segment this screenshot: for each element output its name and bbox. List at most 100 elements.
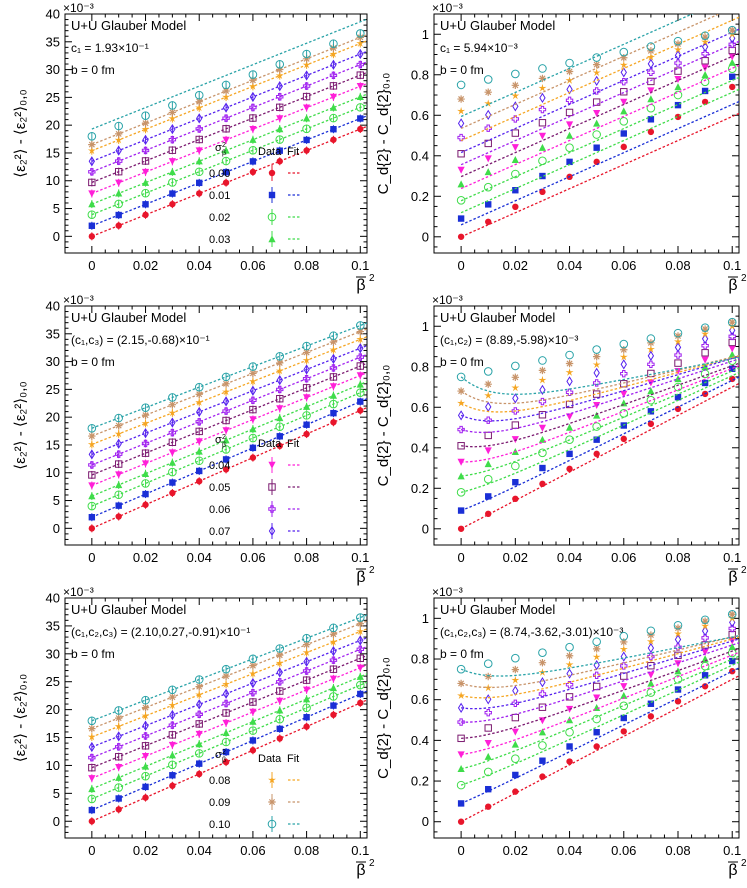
data-point (512, 495, 519, 503)
x-tick-label: 0.08 (665, 843, 690, 858)
x-tick-label: 0.02 (503, 550, 528, 565)
fit-line (460, 358, 739, 434)
plot-frame (64, 13, 368, 254)
data-point (88, 806, 96, 814)
data-point (647, 350, 655, 361)
data-point (196, 406, 203, 418)
data-point (303, 714, 310, 721)
data-point (168, 135, 177, 144)
data-point (330, 702, 337, 709)
data-point (674, 359, 682, 367)
data-point (141, 771, 150, 781)
legend-sigma-sup: 2 (222, 434, 226, 441)
data-point (647, 387, 655, 395)
data-point (87, 501, 97, 511)
data-point (456, 196, 466, 205)
data-point (356, 39, 365, 47)
data-point (647, 95, 655, 103)
legend-entry-label: 0.09 (209, 797, 230, 809)
data-point (169, 190, 176, 197)
data-point (538, 424, 547, 432)
data-point (727, 609, 737, 619)
data-point (195, 427, 203, 436)
x-tick-label: 0.04 (187, 258, 212, 273)
data-point (142, 134, 149, 145)
x-axis-exponent: 2 (369, 565, 375, 576)
legend-entry-label: 0.02 (209, 212, 230, 224)
data-point (356, 627, 365, 635)
data-point (483, 474, 493, 484)
data-point (194, 167, 204, 177)
data-point (647, 116, 655, 123)
data-point (330, 645, 337, 657)
data-point (222, 728, 230, 736)
data-point (356, 60, 364, 69)
data-point (620, 143, 627, 151)
data-point (619, 701, 629, 711)
data-point (647, 420, 655, 428)
y-tick-label: 0.8 (411, 652, 429, 667)
data-point (647, 77, 655, 86)
data-point (248, 433, 258, 443)
data-point (88, 741, 96, 753)
data-point (88, 461, 96, 469)
data-point (701, 70, 709, 78)
legend-data-header: Data (258, 753, 282, 765)
y-multiplier: ×10⁻³ (63, 585, 94, 599)
series-0.05 (88, 362, 367, 479)
y-tick-label: 0.6 (411, 400, 429, 415)
data-point (539, 172, 546, 180)
data-point (114, 783, 123, 792)
data-point (222, 709, 230, 717)
fit-line (460, 667, 739, 805)
data-point (701, 625, 709, 637)
data-point (484, 724, 492, 732)
data-point (302, 411, 311, 420)
data-point (539, 480, 546, 488)
data-point (249, 425, 257, 433)
data-point (566, 465, 573, 473)
x-tick-label: 0.1 (723, 550, 741, 565)
data-point (674, 351, 682, 359)
legend-sigma-header: σ (215, 434, 222, 446)
x-tick-label: 0 (88, 843, 95, 858)
data-point (457, 399, 466, 407)
fit-line (91, 372, 367, 487)
y-tick-label: 10 (46, 758, 60, 773)
data-point (249, 454, 257, 461)
data-point (511, 728, 519, 736)
data-point (169, 782, 176, 789)
legend-marker (268, 775, 276, 784)
data-point (356, 372, 364, 380)
data-point (511, 421, 520, 429)
data-point (142, 211, 149, 219)
data-point (620, 435, 627, 443)
data-point (195, 720, 203, 728)
fit-line (460, 64, 739, 190)
x-axis-exponent: 2 (369, 858, 375, 869)
data-point (329, 345, 338, 354)
series-0.06 (88, 60, 367, 176)
data-point (538, 690, 547, 698)
data-point (485, 493, 492, 500)
data-point (565, 359, 574, 368)
y-tick-label: 0.6 (411, 108, 429, 123)
fit-line (460, 636, 739, 699)
data-point (457, 818, 465, 825)
data-point (674, 629, 682, 638)
legend-entry-label: 0.06 (209, 504, 230, 516)
data-point (194, 749, 204, 758)
data-point (114, 413, 123, 423)
plot-frame (433, 305, 740, 546)
panel-parameters: (c₁,c₂,c₃) = (8.74,-3.62,-3.01)×10⁻³ (440, 625, 623, 639)
data-point (647, 662, 655, 670)
legend-sigma-sub: β (222, 757, 226, 764)
data-point (168, 701, 177, 709)
series-0.05 (457, 46, 739, 178)
data-point (728, 46, 736, 55)
data-point (222, 407, 230, 415)
fit-line (460, 356, 739, 395)
data-point (620, 346, 628, 354)
